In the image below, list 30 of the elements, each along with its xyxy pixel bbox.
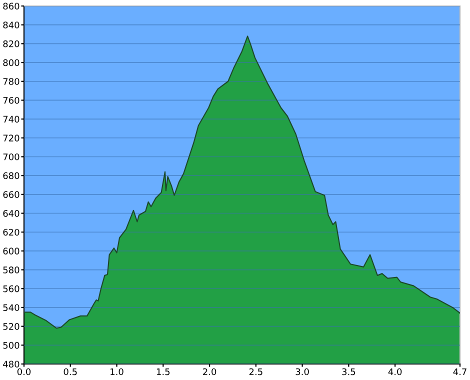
y-tick-label: 640 — [3, 210, 20, 217]
y-tick-label: 580 — [3, 266, 20, 274]
y-tick-label: 680 — [3, 172, 20, 180]
x-tick-label: 1.5 — [156, 368, 170, 376]
y-tick-label: 600 — [3, 248, 20, 255]
x-tick-label: 4.7 — [453, 368, 466, 376]
x-tick-label: 3.5 — [342, 368, 356, 376]
y-tick-label: 720 — [3, 134, 20, 142]
y-tick-label: 520 — [3, 323, 20, 330]
y-tick-label: 500 — [3, 342, 20, 349]
x-tick-label: 4.0 — [388, 368, 402, 376]
x-tick-label: 2.0 — [203, 368, 216, 376]
x-tick-label: 3.0 — [296, 368, 309, 376]
y-tick-label: 620 — [3, 228, 20, 236]
y-tick-label: 800 — [3, 59, 20, 66]
x-tick-label: 0.5 — [64, 368, 77, 376]
y-tick-label: 660 — [3, 191, 20, 198]
y-tick-label: 760 — [3, 96, 20, 104]
y-tick-label: 860 — [3, 2, 20, 10]
y-tick-label: 780 — [3, 78, 20, 85]
y-tick-label: 820 — [3, 40, 20, 48]
y-tick-label: 700 — [3, 153, 20, 160]
y-tick-label: 740 — [3, 116, 20, 123]
x-tick-label: 0.0 — [17, 368, 31, 376]
y-tick-label: 560 — [3, 285, 20, 292]
y-tick-label: 840 — [3, 22, 20, 28]
y-tick-label: 480 — [3, 360, 20, 368]
x-tick-label: 1.0 — [110, 368, 124, 376]
y-tick-label: 540 — [3, 304, 20, 312]
x-tick-label: 2.5 — [249, 368, 262, 376]
